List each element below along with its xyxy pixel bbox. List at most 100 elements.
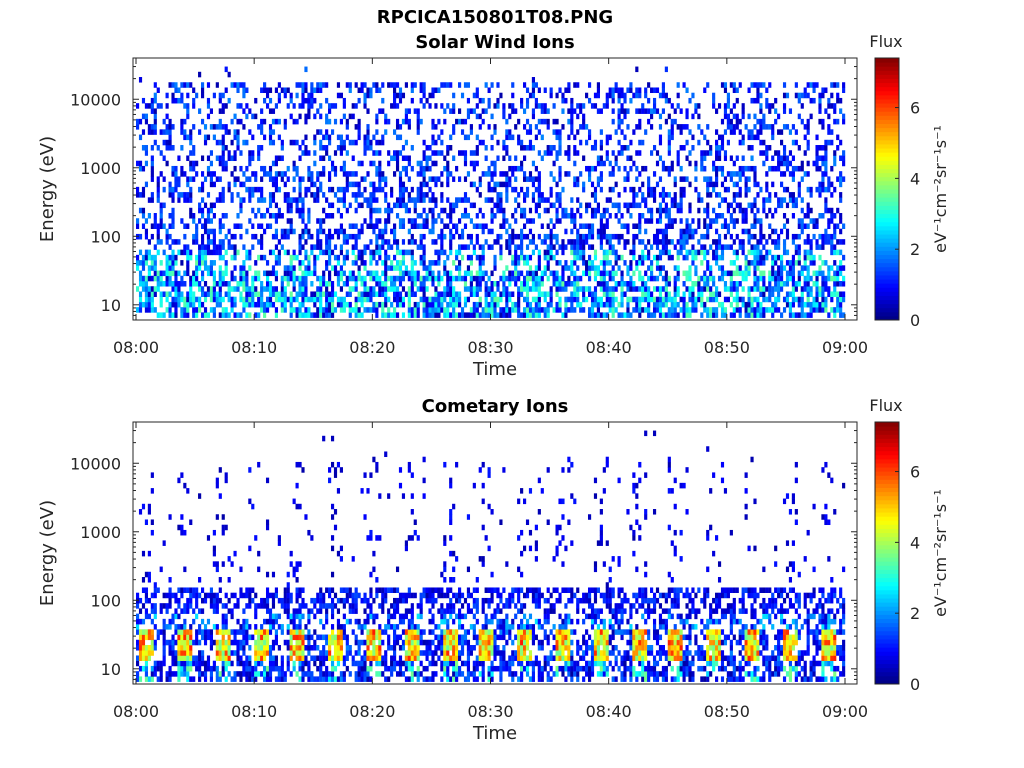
heatmap-cell [171, 286, 175, 292]
heatmap-cell [511, 301, 515, 308]
heatmap-cell [322, 249, 326, 256]
heatmap-cell [375, 223, 379, 229]
heatmap-cell [756, 312, 760, 318]
heatmap-cell [251, 155, 255, 162]
heatmap-cell [576, 281, 580, 287]
heatmap-cell [351, 223, 355, 229]
heatmap-cell [664, 312, 668, 318]
heatmap-cell [162, 645, 166, 651]
heatmap-cell [280, 145, 284, 151]
heatmap-cell [596, 176, 600, 182]
heatmap-cell [546, 223, 550, 229]
heatmap-cell [520, 213, 524, 219]
heatmap-cell [316, 244, 320, 250]
heatmap-cell [720, 254, 725, 261]
heatmap-cell [777, 160, 781, 167]
heatmap-cell [192, 165, 196, 172]
heatmap-cell [174, 301, 178, 308]
heatmap-cell [251, 186, 255, 193]
heatmap-cell [150, 650, 154, 656]
heatmap-cell [446, 301, 450, 308]
heatmap-cell [741, 249, 745, 256]
heatmap-cell [381, 233, 385, 240]
heatmap-cell [449, 202, 453, 209]
heatmap-cell [827, 233, 831, 240]
heatmap-cell [818, 92, 822, 99]
heatmap-cell [144, 160, 149, 167]
heatmap-cell [328, 139, 332, 146]
heatmap-cell [195, 260, 199, 266]
heatmap-cell [401, 92, 406, 99]
heatmap-cell [177, 296, 181, 303]
heatmap-cell [670, 124, 674, 130]
heatmap-cell [446, 286, 450, 292]
heatmap-cell [401, 270, 406, 277]
heatmap-cell [700, 129, 704, 135]
heatmap-cell [153, 244, 157, 250]
heatmap-cell [381, 301, 385, 308]
heatmap-cell [398, 134, 403, 141]
heatmap-cell [523, 171, 527, 177]
heatmap-cell [626, 312, 630, 318]
heatmap-cell [691, 281, 695, 287]
heatmap-cell [750, 97, 754, 104]
heatmap-cell [608, 233, 612, 240]
heatmap-cell [218, 139, 222, 146]
heatmap-cell [490, 134, 494, 141]
heatmap-cell [517, 254, 521, 261]
heatmap-cell [576, 207, 580, 214]
heatmap-cell [428, 301, 432, 308]
heatmap-cell [744, 275, 748, 282]
colorbar-segment [875, 295, 899, 301]
heatmap-cell [670, 129, 674, 135]
heatmap-cell [821, 275, 825, 282]
heatmap-cell [138, 165, 143, 172]
heatmap-cell [596, 265, 600, 271]
heatmap-cell [186, 254, 190, 261]
heatmap-cell [319, 244, 323, 250]
heatmap-cell [839, 265, 843, 271]
heatmap-cell [771, 260, 775, 266]
heatmap-cell [732, 82, 736, 88]
heatmap-cell [395, 165, 400, 172]
heatmap-cell [360, 223, 364, 229]
heatmap-cell [676, 155, 680, 162]
heatmap-cell [505, 186, 509, 193]
heatmap-cell [156, 228, 160, 235]
heatmap-cell [525, 97, 530, 104]
heatmap-cell [277, 155, 281, 162]
heatmap-cell [824, 197, 828, 203]
heatmap-cell [322, 165, 326, 172]
heatmap-cell [384, 281, 388, 287]
heatmap-cell [815, 186, 819, 193]
heatmap-cell [265, 301, 270, 308]
heatmap-cell [499, 249, 503, 256]
heatmap-cell [487, 124, 491, 130]
heatmap-cell [384, 296, 388, 303]
heatmap-cell [425, 160, 429, 167]
heatmap-cell [664, 239, 668, 245]
heatmap-cell [747, 301, 751, 308]
heatmap-cell [706, 124, 710, 130]
heatmap-cell [658, 296, 663, 303]
heatmap-cell [777, 281, 781, 287]
heatmap-cell [715, 228, 719, 235]
heatmap-cell [378, 228, 382, 235]
heatmap-cell [644, 307, 648, 313]
heatmap-cell [425, 312, 429, 318]
heatmap-cell [144, 660, 149, 667]
heatmap-cell [520, 228, 524, 235]
heatmap-cell [443, 296, 447, 303]
heatmap-cell [706, 202, 710, 209]
heatmap-cell [528, 145, 533, 151]
heatmap-cell [782, 155, 787, 162]
heatmap-cell [806, 296, 810, 303]
heatmap-cell [168, 129, 172, 135]
heatmap-cell [136, 124, 140, 130]
heatmap-cell [141, 275, 146, 282]
heatmap-cell [218, 192, 222, 198]
heatmap-cell [466, 171, 471, 177]
heatmap-cell [502, 218, 506, 224]
heatmap-cell [694, 254, 698, 261]
